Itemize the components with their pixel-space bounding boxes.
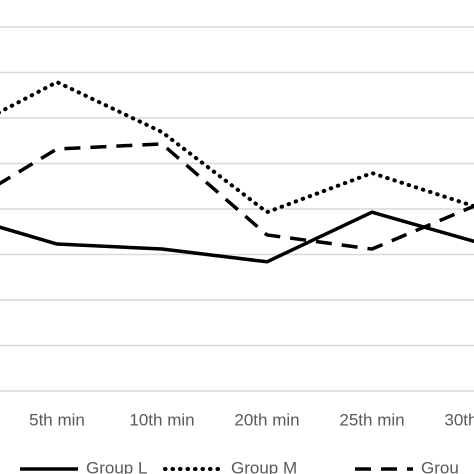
series-line [0, 142, 474, 251]
x-tick-label: 5th min [29, 410, 85, 429]
x-tick-label: 20th min [234, 410, 299, 429]
x-tick-label: 10th min [129, 410, 194, 429]
x-tick-label: 25th min [339, 410, 404, 429]
series-line [0, 210, 474, 264]
x-tick-label: 30th min [444, 410, 474, 429]
series-line [0, 80, 474, 215]
legend-label: Group M [231, 458, 297, 474]
legend-label: Group L [86, 458, 147, 474]
legend-label: Grou [421, 458, 459, 474]
